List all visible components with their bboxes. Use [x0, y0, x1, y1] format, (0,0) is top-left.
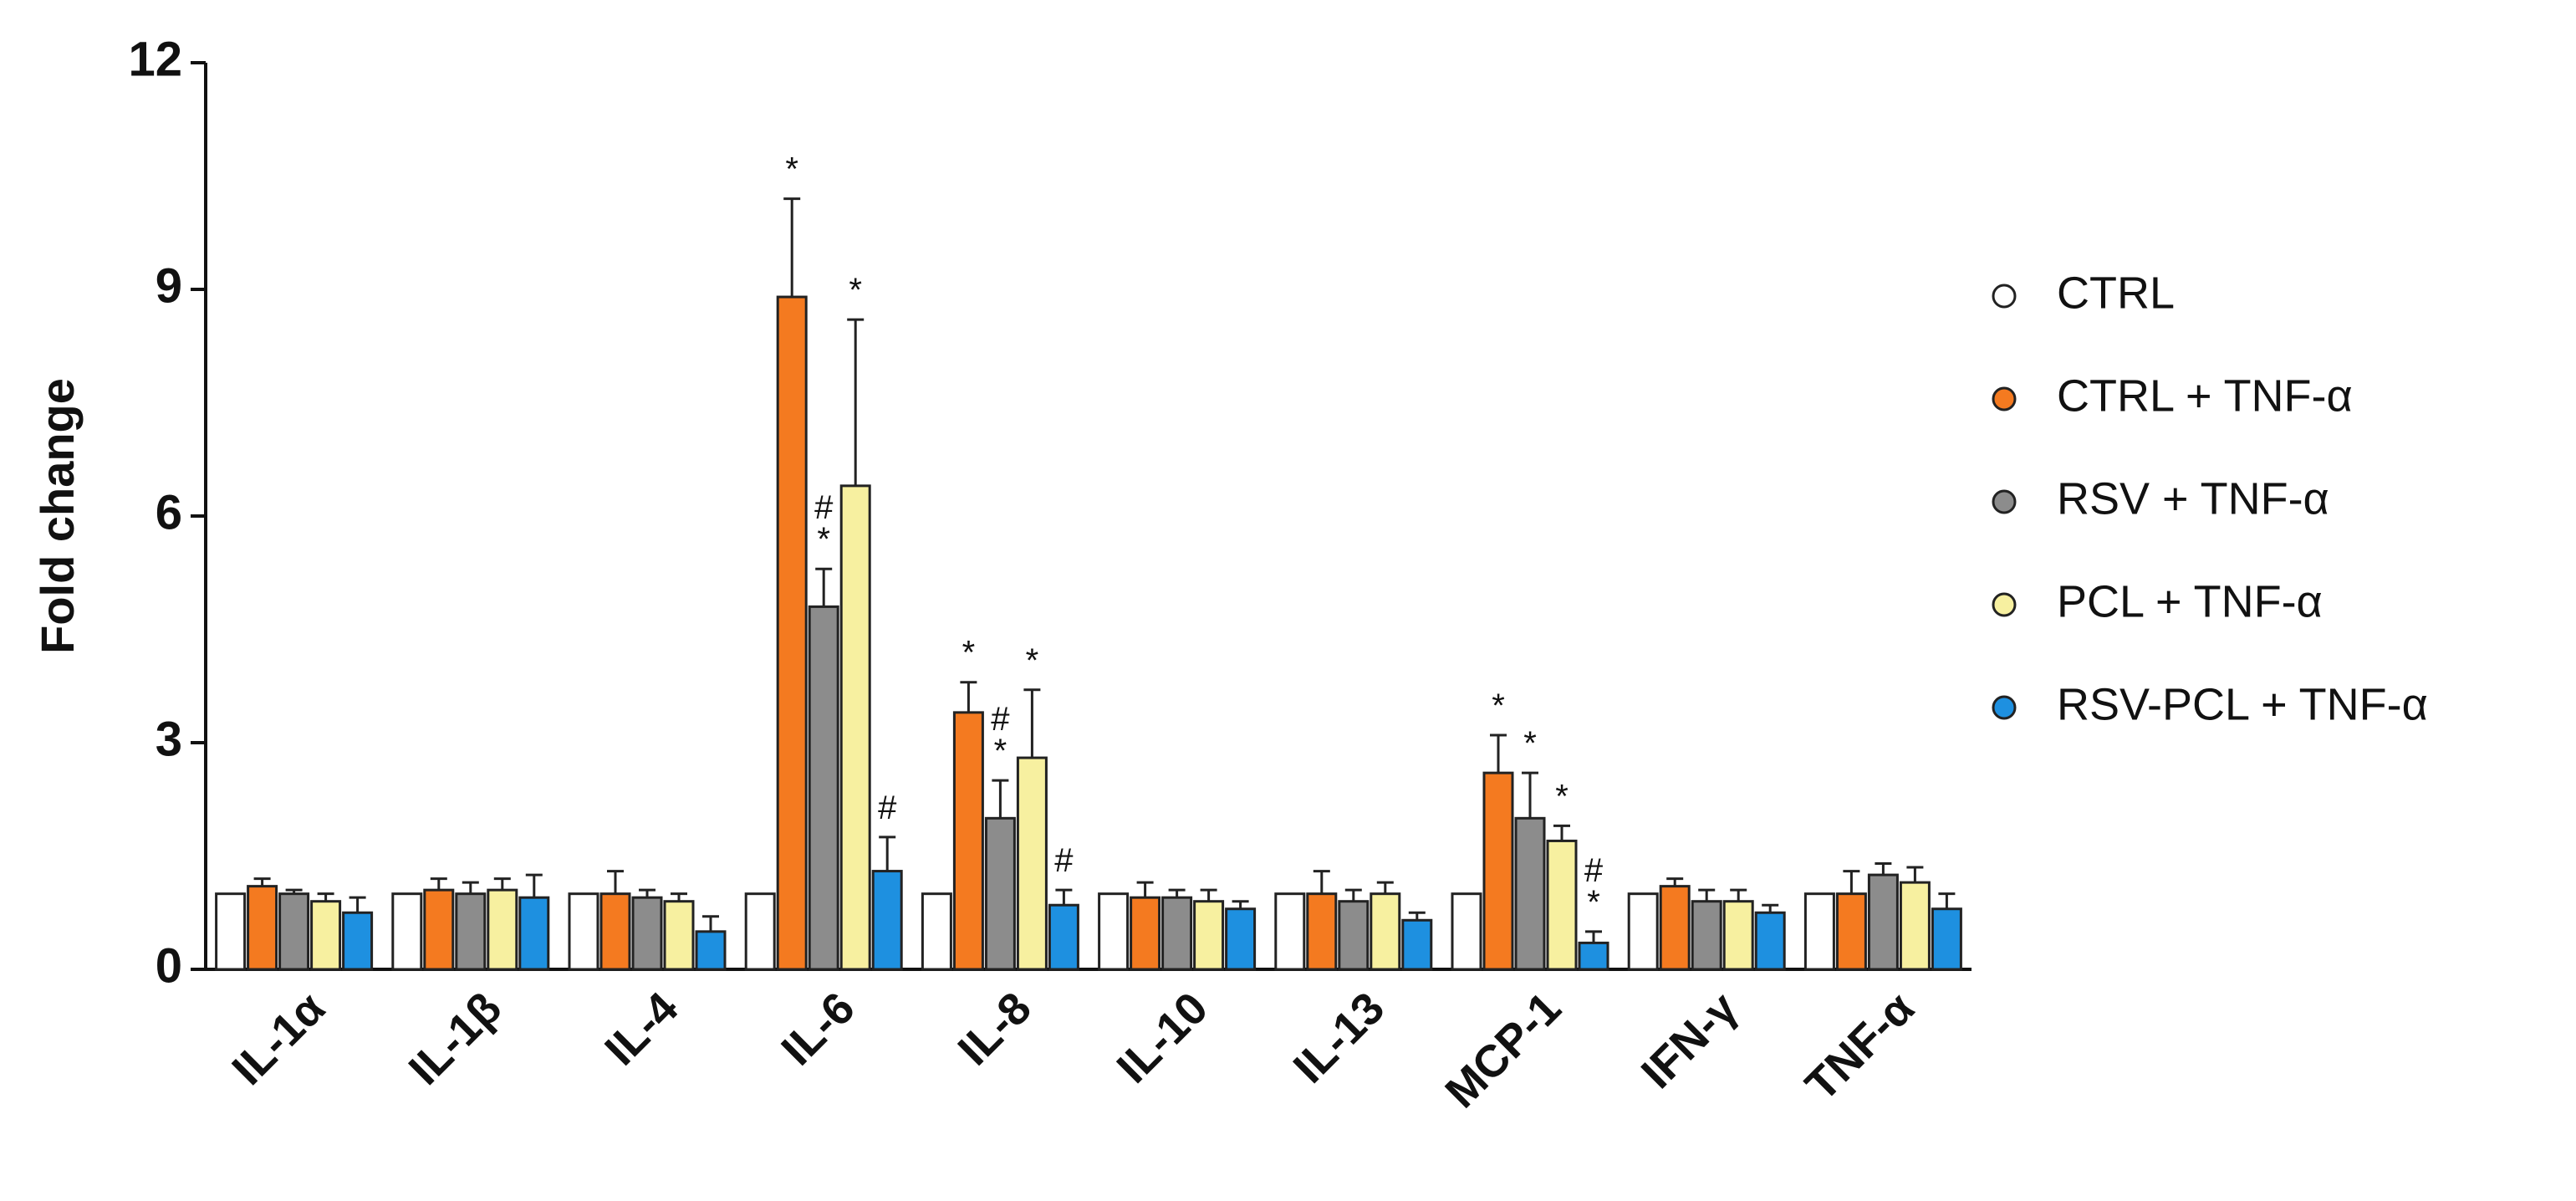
y-tick-label: 6	[156, 485, 182, 539]
bar	[568, 892, 599, 971]
x-tick-label: MCP-1	[1436, 983, 1570, 1117]
bar	[455, 892, 487, 971]
bar	[391, 892, 423, 971]
y-tick-label: 9	[156, 258, 182, 313]
legend-swatch	[1992, 489, 2017, 514]
significance-marker: #	[814, 489, 834, 526]
significance-marker: *	[817, 521, 830, 558]
bar	[839, 484, 871, 971]
bar	[1931, 907, 1962, 971]
bar	[776, 295, 808, 971]
bar	[921, 892, 952, 971]
bar	[1578, 941, 1609, 971]
x-tick-label: IFN-γ	[1632, 983, 1747, 1098]
bar	[663, 900, 695, 971]
y-tick-label: 12	[128, 32, 182, 86]
significance-marker: *	[785, 151, 798, 188]
bar	[1899, 881, 1931, 971]
x-tick-label: IL-4	[595, 983, 687, 1075]
significance-marker: *	[1523, 725, 1537, 762]
x-tick-label: IL-10	[1108, 983, 1218, 1093]
legend-label: PCL + TNF-α	[2057, 576, 2323, 626]
bar	[518, 896, 550, 971]
bar	[1401, 918, 1433, 971]
bar	[1225, 907, 1257, 971]
y-tick-label: 0	[156, 938, 182, 993]
significance-marker: #	[991, 701, 1010, 738]
bar	[695, 930, 727, 971]
bar	[1546, 839, 1578, 971]
significance-marker: #	[1584, 852, 1604, 889]
x-tick-label: TNF-α	[1796, 983, 1924, 1111]
bar	[1482, 771, 1514, 971]
bar	[310, 900, 342, 971]
bar	[1274, 892, 1306, 971]
bar	[1722, 900, 1754, 971]
bar	[871, 870, 903, 971]
bar	[215, 892, 247, 971]
bar	[1338, 900, 1370, 971]
significance-marker: #	[878, 790, 897, 826]
bar	[1867, 873, 1899, 971]
legend-swatch	[1992, 695, 2017, 720]
bar	[342, 911, 374, 971]
bar	[1691, 900, 1722, 971]
bar	[1803, 892, 1835, 971]
significance-marker: *	[1555, 778, 1569, 815]
bar	[599, 892, 631, 971]
bar	[1627, 892, 1659, 971]
bar	[1098, 892, 1130, 971]
x-tick-label: IL-1β	[400, 983, 512, 1095]
bar	[1754, 911, 1786, 971]
bar	[1130, 896, 1161, 971]
y-tick-label: 3	[156, 712, 182, 766]
bar	[247, 885, 278, 971]
legend-swatch	[1992, 386, 2017, 411]
legend-label: CTRL + TNF-α	[2057, 371, 2353, 421]
significance-marker: *	[849, 272, 862, 309]
legend-swatch	[1992, 592, 2017, 617]
x-tick-label: IL-1α	[222, 983, 334, 1095]
legend-label: CTRL	[2057, 268, 2175, 318]
legend-swatch	[1992, 284, 2017, 309]
bar	[1659, 885, 1691, 971]
x-tick-label: IL-13	[1284, 983, 1395, 1093]
significance-marker: *	[1026, 642, 1039, 679]
significance-marker: *	[1492, 687, 1505, 724]
bar	[1016, 756, 1048, 971]
y-axis-label: Fold change	[31, 378, 84, 654]
bar	[744, 892, 776, 971]
bar	[1370, 892, 1401, 971]
legend-label: RSV + TNF-α	[2057, 473, 2329, 524]
bar	[423, 888, 455, 971]
legend-label: RSV-PCL + TNF-α	[2057, 679, 2428, 729]
bar	[1514, 816, 1546, 971]
bar	[278, 892, 310, 971]
bar	[1048, 903, 1079, 971]
bar	[1161, 896, 1193, 971]
significance-marker: *	[962, 635, 976, 672]
bar	[808, 605, 839, 971]
bar	[984, 816, 1016, 971]
bar	[1451, 892, 1482, 971]
significance-marker: *	[1587, 884, 1600, 921]
bar	[487, 888, 518, 971]
bar	[1835, 892, 1867, 971]
bar	[1306, 892, 1338, 971]
significance-marker: #	[1054, 842, 1074, 879]
x-tick-label: IL-6	[772, 983, 864, 1075]
significance-marker: *	[994, 733, 1007, 769]
bar	[952, 711, 984, 971]
bar	[631, 896, 663, 971]
bar	[1193, 900, 1225, 971]
x-tick-label: IL-8	[949, 983, 1041, 1075]
